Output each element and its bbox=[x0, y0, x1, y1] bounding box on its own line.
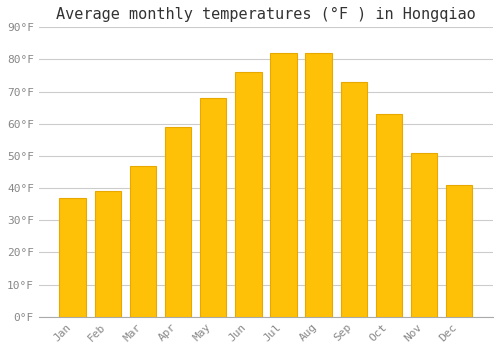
Bar bbox=[94, 191, 121, 317]
Bar bbox=[165, 127, 191, 317]
Bar bbox=[340, 82, 367, 317]
Bar bbox=[200, 98, 226, 317]
Bar bbox=[270, 53, 296, 317]
Bar bbox=[130, 166, 156, 317]
Bar bbox=[235, 72, 262, 317]
Bar bbox=[376, 114, 402, 317]
Bar bbox=[60, 198, 86, 317]
Title: Average monthly temperatures (°F ) in Hongqiao: Average monthly temperatures (°F ) in Ho… bbox=[56, 7, 476, 22]
Bar bbox=[306, 53, 332, 317]
Bar bbox=[446, 185, 472, 317]
Bar bbox=[411, 153, 438, 317]
